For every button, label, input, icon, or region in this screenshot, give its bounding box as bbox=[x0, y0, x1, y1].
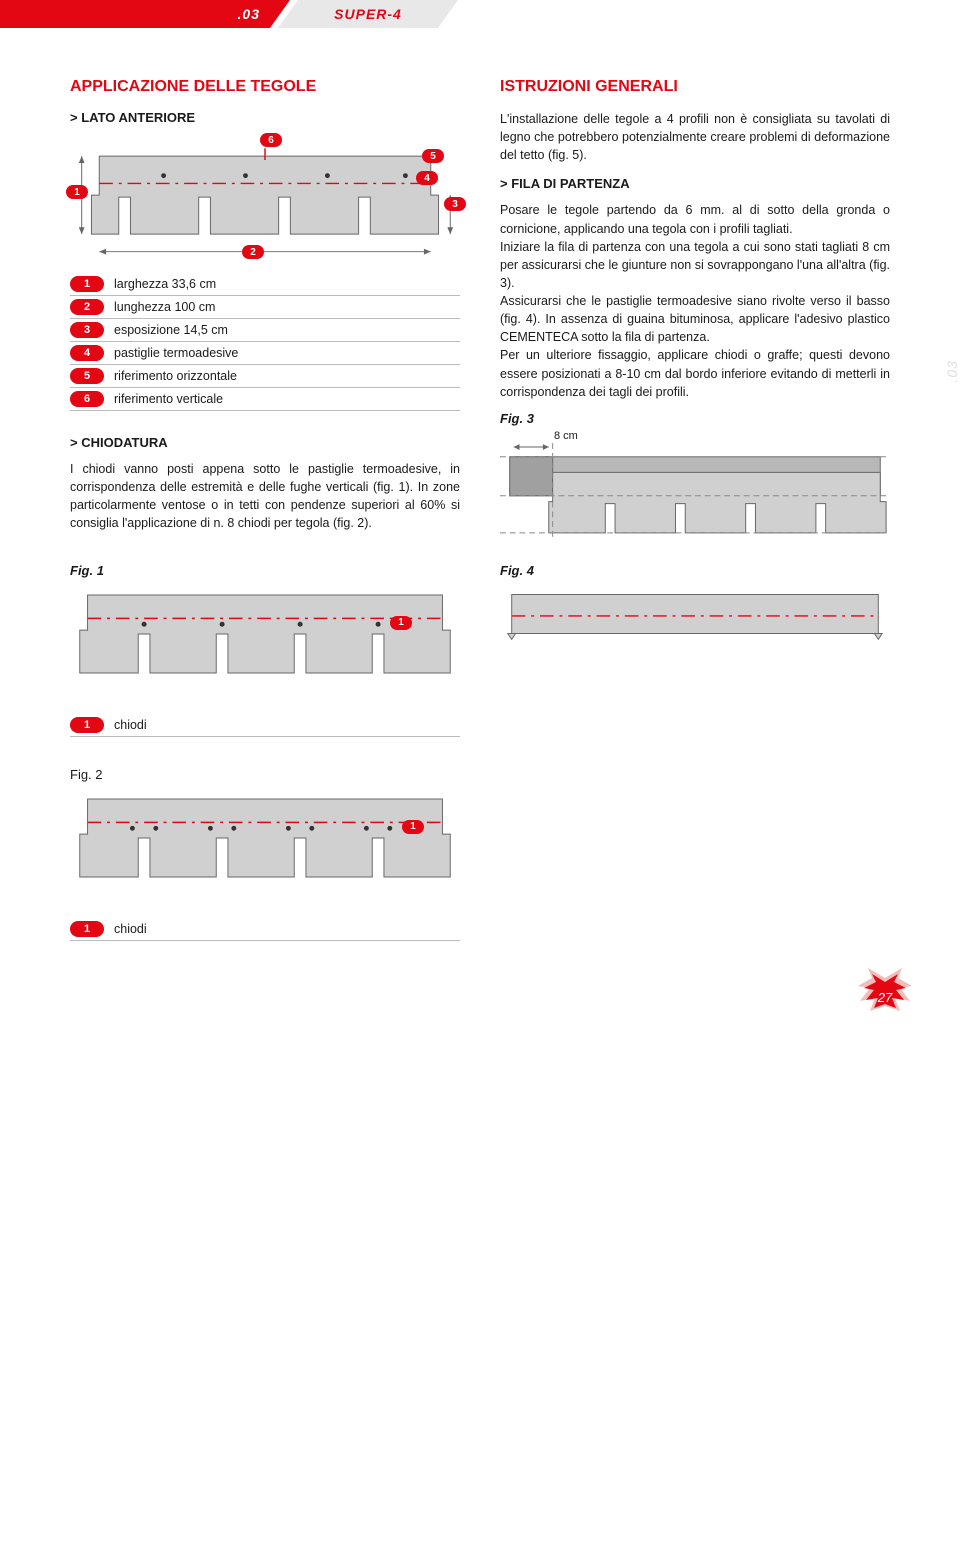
fig1-callout-1: 1 bbox=[390, 616, 412, 630]
text-istruzioni: L'installazione delle tegole a 4 profili… bbox=[500, 110, 890, 164]
callout-6: 6 bbox=[260, 133, 282, 147]
fig1-label: Fig. 1 bbox=[70, 563, 460, 578]
fig2-legend-label: chiodi bbox=[114, 922, 147, 936]
callout-5: 5 bbox=[422, 149, 444, 163]
product-name: SUPER-4 bbox=[334, 6, 402, 22]
text-fila: Posare le tegole partendo da 6 mm. al di… bbox=[500, 201, 890, 400]
callout-3: 3 bbox=[444, 197, 466, 211]
side-tab: .03 bbox=[944, 360, 960, 382]
lower-right: Fig. 4 bbox=[500, 553, 890, 941]
header-chapter-band: .03 bbox=[0, 0, 270, 28]
page-header: .03 SUPER-4 bbox=[0, 0, 960, 28]
callout-2: 2 bbox=[242, 245, 264, 259]
diagram-fig4 bbox=[500, 584, 890, 644]
diagram-fig2: 1 bbox=[70, 788, 460, 888]
legend-row-5: 5riferimento orizzontale bbox=[70, 365, 460, 388]
title-istruzioni: ISTRUZIONI GENERALI bbox=[500, 78, 890, 96]
legend-label-6: riferimento verticale bbox=[114, 392, 223, 406]
fig2-legend-row: 1chiodi bbox=[70, 918, 460, 941]
legend-label-1: larghezza 33,6 cm bbox=[114, 277, 216, 291]
text-chiodatura: I chiodi vanno posti appena sotto le pas… bbox=[70, 460, 460, 533]
fig1-legend-label: chiodi bbox=[114, 718, 147, 732]
left-column: APPLICAZIONE DELLE TEGOLE > LATO ANTERIO… bbox=[70, 78, 460, 543]
fig4-label: Fig. 4 bbox=[500, 563, 890, 578]
legend-row-4: 4pastiglie termoadesive bbox=[70, 342, 460, 365]
legend-row-6: 6riferimento verticale bbox=[70, 388, 460, 411]
legend-label-3: esposizione 14,5 cm bbox=[114, 323, 228, 337]
fig2-label: Fig. 2 bbox=[70, 767, 460, 782]
subtitle-chiodatura: > CHIODATURA bbox=[70, 435, 460, 450]
subtitle-lato: > LATO ANTERIORE bbox=[70, 110, 460, 125]
callout-4: 4 bbox=[416, 171, 438, 185]
fig3-label: Fig. 3 bbox=[500, 411, 890, 426]
diagram-fig3: 8 cm bbox=[500, 432, 890, 542]
diagram-main: 1 2 3 4 5 6 bbox=[70, 135, 460, 265]
fig3-dim: 8 cm bbox=[554, 430, 578, 442]
legend-label-5: riferimento orizzontale bbox=[114, 369, 237, 383]
header-product-band: SUPER-4 bbox=[298, 0, 438, 28]
legend-row-2: 2lunghezza 100 cm bbox=[70, 296, 460, 319]
footer-leaf: 27 bbox=[850, 966, 920, 1041]
legend-row-1: 1larghezza 33,6 cm bbox=[70, 273, 460, 296]
subtitle-fila: > FILA DI PARTENZA bbox=[500, 176, 890, 191]
page-number: 27 bbox=[850, 990, 920, 1005]
fig2-callout-1: 1 bbox=[402, 820, 424, 834]
callout-1: 1 bbox=[66, 185, 88, 199]
legend-label-2: lunghezza 100 cm bbox=[114, 300, 215, 314]
legend-label-4: pastiglie termoadesive bbox=[114, 346, 238, 360]
diagram-fig1: 1 bbox=[70, 584, 460, 684]
fig1-legend-row: 1chiodi bbox=[70, 714, 460, 737]
legend-main: 1larghezza 33,6 cm 2lunghezza 100 cm 3es… bbox=[70, 273, 460, 411]
right-column: ISTRUZIONI GENERALI L'installazione dell… bbox=[500, 78, 890, 543]
chapter-code: .03 bbox=[238, 6, 260, 22]
legend-row-3: 3esposizione 14,5 cm bbox=[70, 319, 460, 342]
title-applicazione: APPLICAZIONE DELLE TEGOLE bbox=[70, 78, 460, 96]
lower-left: Fig. 1 1 1chiodi Fig. 2 bbox=[70, 553, 460, 941]
